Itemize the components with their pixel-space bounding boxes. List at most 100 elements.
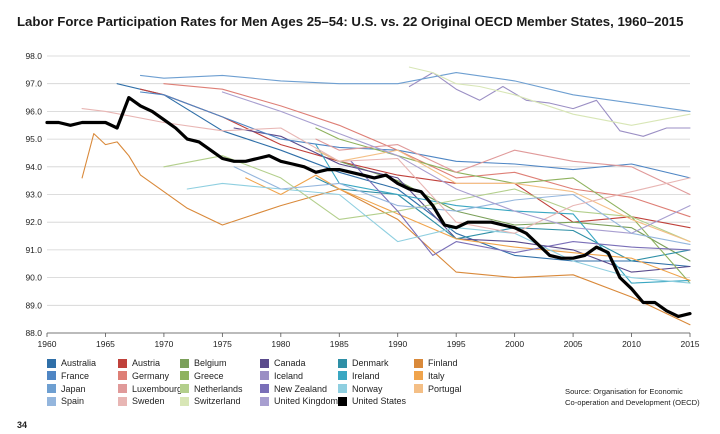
y-tick-label: 98.0 xyxy=(25,51,42,61)
x-tick-label: 1985 xyxy=(330,339,349,349)
y-tick-label: 89.0 xyxy=(25,300,42,310)
legend-label: United Kingdom xyxy=(274,396,339,407)
y-tick-label: 90.0 xyxy=(25,273,42,283)
legend-label: Iceland xyxy=(274,370,304,381)
series-line-united-kingdom xyxy=(221,91,691,234)
legend-label: United States xyxy=(352,396,407,407)
legend-swatch xyxy=(118,384,127,394)
legend-label: Denmark xyxy=(352,358,389,368)
series-line-norway xyxy=(186,182,691,284)
legend-label: Norway xyxy=(352,383,383,394)
legend-swatch xyxy=(47,371,56,381)
x-tick-label: 1960 xyxy=(38,339,57,349)
legend-item: Canada xyxy=(260,357,306,369)
series-line-greece xyxy=(315,127,691,284)
legend-label: New Zealand xyxy=(274,383,328,394)
series-line-sweden xyxy=(81,108,691,234)
legend-swatch xyxy=(180,384,189,394)
legend-label: Belgium xyxy=(194,358,227,368)
page-title: Labor Force Participation Rates for Men … xyxy=(17,14,684,29)
legend-item: Japan xyxy=(47,383,86,395)
legend-label: Sweden xyxy=(132,396,165,407)
legend-item: Denmark xyxy=(338,357,389,369)
series-line-italy xyxy=(245,174,691,281)
legend-label: Portugal xyxy=(428,383,462,394)
legend-swatch xyxy=(118,358,127,368)
x-tick-label: 2010 xyxy=(622,339,641,349)
x-axis: 1960 1965 1970 1975 1980 1985 1990 1995 2000 2005… xyxy=(38,332,700,349)
legend-swatch xyxy=(47,396,56,406)
legend-label: France xyxy=(61,370,90,381)
legend-item: United Kingdom xyxy=(260,395,338,407)
series-line-spain xyxy=(233,166,691,245)
legend-item: Portugal xyxy=(414,383,462,395)
series-line-portugal xyxy=(315,149,691,243)
legend-item: Austria xyxy=(118,357,160,369)
x-tick-label: 1965 xyxy=(96,339,115,349)
y-tick-label: 97.0 xyxy=(25,79,42,89)
legend-swatch xyxy=(118,396,127,406)
y-tick-label: 88.0 xyxy=(25,328,42,338)
series-line-luxembourg xyxy=(315,138,691,196)
legend-label: Luxembourg xyxy=(132,383,183,394)
legend-swatch xyxy=(47,384,56,394)
source-note: Source: Organisation for Economic Co-ope… xyxy=(565,386,715,408)
legend-swatch xyxy=(180,358,189,368)
legend-label: Canada xyxy=(274,358,306,368)
legend-label: Germany xyxy=(132,370,170,381)
legend-item: Netherlands xyxy=(180,383,243,395)
legend-label: Italy xyxy=(428,370,445,381)
legend-item: Australia xyxy=(47,357,96,369)
y-tick-label: 92.0 xyxy=(25,217,42,227)
series-line-new-zealand xyxy=(350,160,691,256)
legend-item: United States xyxy=(338,395,406,407)
legend-item: Spain xyxy=(47,395,84,407)
legend-label: Japan xyxy=(61,383,86,394)
legend-label: Ireland xyxy=(352,370,380,381)
legend-item: Norway xyxy=(338,383,383,395)
series-line-canada xyxy=(233,127,691,273)
legend-item: Italy xyxy=(414,370,445,382)
legend-item: Switzerland xyxy=(180,395,241,407)
legend-item: Germany xyxy=(118,370,169,382)
legend-swatch xyxy=(414,384,423,394)
legend-swatch xyxy=(118,371,127,381)
legend-label: Greece xyxy=(194,370,224,381)
legend-item: New Zealand xyxy=(260,383,327,395)
legend-item: Ireland xyxy=(338,370,380,382)
legend-swatch xyxy=(338,396,347,406)
legend-item: Sweden xyxy=(118,395,165,407)
legend-label: Finland xyxy=(428,358,458,368)
legend-item: Luxembourg xyxy=(118,383,182,395)
series-line-ireland xyxy=(315,144,691,284)
legend-swatch xyxy=(260,396,269,406)
legend-swatch xyxy=(260,371,269,381)
legend-label: Netherlands xyxy=(194,383,243,394)
series-line-finland xyxy=(81,133,691,326)
x-tick-label: 2000 xyxy=(505,339,524,349)
series-line-united-states xyxy=(45,96,692,318)
y-tick-label: 93.0 xyxy=(25,190,42,200)
page-number: 34 xyxy=(17,420,28,430)
legend-swatch xyxy=(180,371,189,381)
legend-item: Finland xyxy=(414,357,458,369)
y-tick-label: 94.0 xyxy=(25,162,42,172)
legend-swatch xyxy=(414,371,423,381)
y-tick-label: 96.0 xyxy=(25,106,42,116)
x-tick-label: 2005 xyxy=(564,339,583,349)
legend-label: Spain xyxy=(61,396,85,407)
legend-swatch xyxy=(414,358,423,368)
x-tick-label: 1980 xyxy=(271,339,290,349)
legend-swatch xyxy=(338,371,347,381)
legend-swatch xyxy=(260,358,269,368)
series-line-switzerland xyxy=(408,66,691,126)
legend-item: Greece xyxy=(180,370,224,382)
y-axis: 88.0 89.0 90.0 91.0 92.0 93.0 94.0 95.0 96.0 97.0… xyxy=(25,51,42,338)
source-line-2: Co-operation and Development (OECD) xyxy=(565,398,700,407)
legend-item: France xyxy=(47,370,89,382)
series-line-iceland xyxy=(408,72,691,137)
legend-swatch xyxy=(180,396,189,406)
legend-label: Austria xyxy=(132,358,161,368)
series-line-australia xyxy=(116,83,691,268)
